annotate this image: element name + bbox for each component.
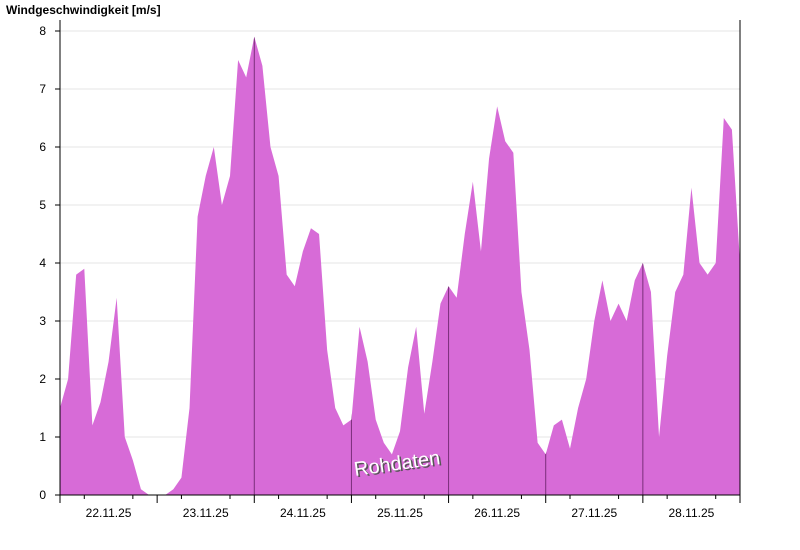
y-tick-label: 2: [39, 372, 46, 386]
x-tick-label: 25.11.25: [377, 506, 423, 520]
chart-title: Windgeschwindigkeit [m/s]: [6, 3, 161, 17]
x-tick-label: 22.11.25: [86, 506, 132, 520]
y-tick-label: 4: [39, 256, 46, 270]
y-tick-label: 3: [39, 314, 46, 328]
x-tick-label: 27.11.25: [571, 506, 617, 520]
y-tick-label: 0: [39, 488, 46, 502]
y-tick-label: 7: [39, 82, 46, 96]
y-tick-label: 8: [39, 24, 46, 38]
y-tick-label: 5: [39, 198, 46, 212]
x-tick-label: 23.11.25: [183, 506, 229, 520]
y-tick-label: 6: [39, 140, 46, 154]
x-tick-label: 24.11.25: [280, 506, 326, 520]
x-tick-label: 28.11.25: [669, 506, 715, 520]
area: [60, 36, 740, 496]
x-tick-label: 26.11.25: [474, 506, 520, 520]
y-tick-label: 1: [39, 430, 46, 444]
